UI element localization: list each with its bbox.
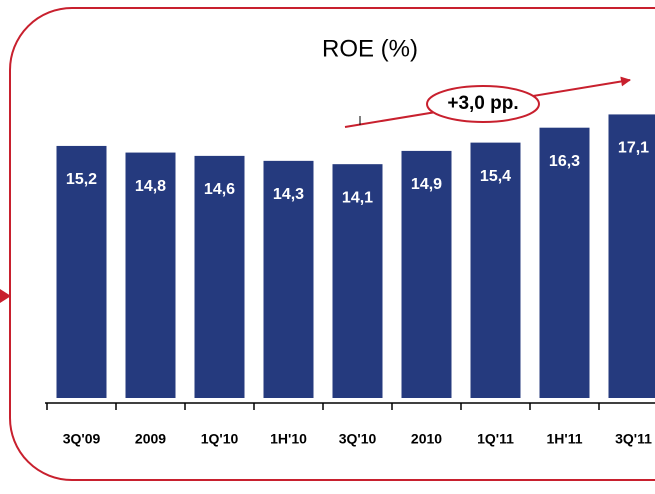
x-tick-label: 3Q'11 (615, 431, 652, 447)
value-label: 17,1 (618, 140, 649, 157)
x-tick-label: 1H'10 (270, 431, 307, 447)
x-tick-label: 1Q'10 (201, 431, 239, 447)
value-label: 14,3 (273, 186, 304, 203)
x-tick-label: 1H'11 (546, 431, 582, 447)
bar (609, 114, 655, 398)
x-tick-label: 3Q'09 (63, 431, 101, 447)
value-label: 14,1 (342, 189, 373, 206)
x-tick-label: 2009 (135, 431, 166, 447)
value-label: 16,3 (549, 153, 580, 170)
value-label: 15,4 (480, 168, 511, 185)
chart-title: ROE (%) (322, 35, 418, 62)
value-label: 14,8 (135, 178, 166, 195)
value-label: 14,9 (411, 176, 442, 193)
x-tick-label: 2010 (411, 431, 442, 447)
annotation: +3,0 pp. (447, 93, 518, 114)
x-tick-label: 3Q'10 (339, 431, 377, 447)
x-tick-label: 1Q'11 (477, 431, 514, 447)
value-label: 15,2 (66, 171, 97, 188)
value-label: 14,6 (204, 181, 235, 198)
